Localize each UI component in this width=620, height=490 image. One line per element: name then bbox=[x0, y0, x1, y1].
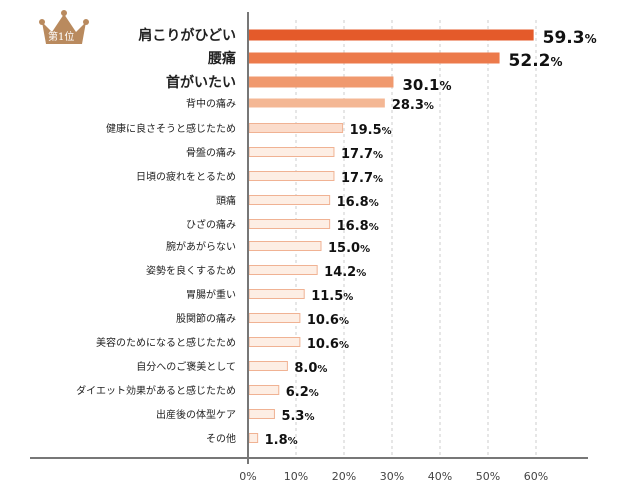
bar bbox=[248, 195, 331, 205]
category-label: 出産後の体型ケア bbox=[156, 408, 236, 421]
value-unit: % bbox=[373, 174, 383, 185]
value-label: 10.6% bbox=[307, 313, 349, 328]
x-tick-label: 20% bbox=[332, 470, 356, 483]
value-unit: % bbox=[288, 436, 298, 447]
bar bbox=[248, 289, 305, 299]
x-tick-label: 50% bbox=[476, 470, 500, 483]
value-label: 59.3% bbox=[543, 28, 597, 48]
x-tick-label: 40% bbox=[428, 470, 452, 483]
value-label: 5.3% bbox=[281, 409, 314, 424]
category-label: 美容のためになると感じたため bbox=[96, 336, 236, 349]
category-label: 骨盤の痛み bbox=[186, 146, 236, 159]
bar bbox=[249, 76, 394, 88]
bar bbox=[248, 337, 301, 347]
value-label: 8.0% bbox=[294, 361, 327, 376]
category-label: 日頃の疲れをとるため bbox=[136, 170, 236, 183]
rank-badge: 第1位 bbox=[38, 8, 90, 48]
crown-icon bbox=[39, 10, 89, 44]
value-unit: % bbox=[373, 150, 383, 161]
category-label: 腕があがらない bbox=[166, 240, 236, 253]
value-unit: % bbox=[382, 126, 392, 137]
value-unit: % bbox=[304, 412, 314, 423]
value-label: 14.2% bbox=[324, 265, 366, 280]
value-unit: % bbox=[439, 79, 451, 93]
bar bbox=[248, 313, 301, 323]
x-tick-label: 60% bbox=[524, 470, 548, 483]
bar bbox=[248, 241, 322, 251]
x-tick-label: 30% bbox=[380, 470, 404, 483]
category-label: 股関節の痛み bbox=[176, 312, 236, 325]
category-label: 姿勢を良くするため bbox=[146, 264, 236, 277]
value-unit: % bbox=[317, 364, 327, 375]
value-label: 28.3% bbox=[392, 98, 434, 113]
value-unit: % bbox=[343, 292, 353, 303]
bar bbox=[248, 433, 259, 443]
bar bbox=[248, 385, 280, 395]
category-label: ダイエット効果があると感じたため bbox=[76, 384, 236, 397]
value-unit: % bbox=[309, 388, 319, 399]
bar bbox=[248, 265, 318, 275]
value-unit: % bbox=[585, 32, 597, 46]
value-label: 52.2% bbox=[509, 51, 563, 71]
bar bbox=[248, 171, 335, 181]
bar bbox=[248, 361, 288, 371]
category-label: 胃腸が重い bbox=[186, 288, 236, 301]
value-unit: % bbox=[360, 244, 370, 255]
value-label: 6.2% bbox=[286, 385, 319, 400]
value-label: 11.5% bbox=[311, 289, 353, 304]
value-unit: % bbox=[424, 101, 434, 112]
rank-badge-text: 第1位 bbox=[48, 32, 75, 43]
value-label: 17.7% bbox=[341, 171, 383, 186]
value-unit: % bbox=[369, 222, 379, 233]
value-label: 16.8% bbox=[337, 219, 379, 234]
category-label: ひざの痛み bbox=[186, 218, 236, 231]
value-unit: % bbox=[551, 55, 563, 69]
bar bbox=[249, 52, 500, 64]
category-label: 肩こりがひどい bbox=[138, 27, 236, 44]
value-label: 19.5% bbox=[350, 123, 392, 138]
value-label: 1.8% bbox=[265, 433, 298, 448]
bar bbox=[249, 29, 534, 41]
category-label: 自分へのご褒美として bbox=[136, 360, 236, 373]
value-label: 30.1% bbox=[402, 76, 451, 94]
category-label: 首がいたい bbox=[166, 74, 236, 91]
value-label: 16.8% bbox=[337, 195, 379, 210]
value-unit: % bbox=[356, 268, 366, 279]
category-label: 頭痛 bbox=[216, 194, 236, 207]
bar bbox=[248, 219, 331, 229]
value-unit: % bbox=[369, 198, 379, 209]
x-tick-label: 0% bbox=[239, 470, 256, 483]
value-label: 10.6% bbox=[307, 337, 349, 352]
bar bbox=[249, 98, 385, 108]
category-label: 背中の痛み bbox=[186, 97, 236, 110]
x-tick-label: 10% bbox=[284, 470, 308, 483]
value-label: 17.7% bbox=[341, 147, 383, 162]
bar bbox=[248, 123, 344, 133]
bar bbox=[248, 409, 275, 419]
category-label: その他 bbox=[206, 432, 236, 445]
value-label: 15.0% bbox=[328, 241, 370, 256]
bar bbox=[248, 147, 335, 157]
value-unit: % bbox=[339, 316, 349, 327]
category-label: 腰痛 bbox=[207, 50, 236, 67]
value-unit: % bbox=[339, 340, 349, 351]
category-label: 健康に良さそうと感じたため bbox=[106, 122, 236, 135]
